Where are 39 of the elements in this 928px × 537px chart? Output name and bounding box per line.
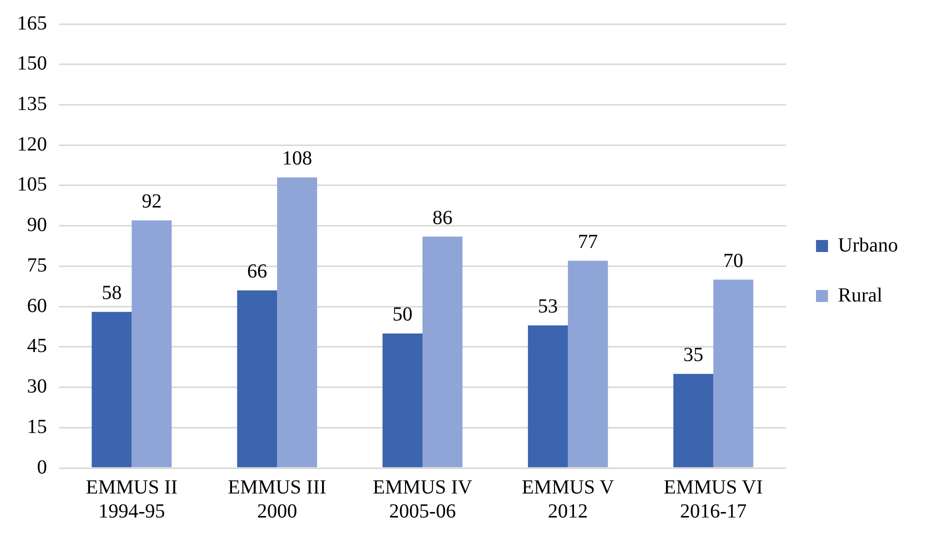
legend-label: Rural bbox=[838, 284, 883, 306]
bar bbox=[713, 280, 754, 468]
bar bbox=[92, 312, 132, 468]
y-tick-label: 90 bbox=[27, 214, 47, 236]
y-tick-label: 135 bbox=[17, 92, 47, 115]
data-label: 53 bbox=[538, 296, 558, 318]
y-tick-label: 60 bbox=[27, 294, 47, 317]
y-tick-label: 30 bbox=[27, 376, 47, 398]
data-label: 50 bbox=[392, 304, 413, 326]
data-label: 92 bbox=[142, 190, 162, 213]
data-label: 77 bbox=[578, 231, 598, 254]
x-tick-label: EMMUS IV 2005-06 bbox=[372, 476, 473, 522]
y-tick-label: 120 bbox=[17, 133, 47, 156]
data-label: 66 bbox=[247, 260, 268, 283]
data-label: 70 bbox=[723, 250, 744, 272]
bar bbox=[277, 177, 318, 468]
y-tick-label: 105 bbox=[17, 174, 47, 196]
y-tick-label: 75 bbox=[27, 254, 47, 276]
y-tick-label: 15 bbox=[27, 416, 47, 438]
y-tick-label: 150 bbox=[17, 52, 47, 75]
data-label: 86 bbox=[432, 206, 453, 229]
y-tick-label: 0 bbox=[37, 456, 47, 478]
x-tick-label: EMMUS III 2000 bbox=[228, 476, 326, 522]
data-label: 58 bbox=[102, 282, 122, 304]
x-tick-label: EMMUS II 1994-95 bbox=[86, 476, 178, 522]
bar bbox=[422, 236, 462, 468]
y-tick-label: 165 bbox=[17, 12, 47, 34]
bar bbox=[237, 290, 278, 468]
x-tick-label: EMMUS VI 2016-17 bbox=[664, 476, 763, 522]
legend-label: Urbano bbox=[838, 234, 898, 256]
x-tick-label: EMMUS V 2012 bbox=[522, 476, 615, 522]
data-label: 35 bbox=[683, 344, 704, 366]
y-tick-label: 45 bbox=[27, 335, 47, 358]
bar bbox=[673, 374, 714, 468]
data-label: 108 bbox=[282, 148, 312, 170]
bar bbox=[528, 325, 568, 468]
bar bbox=[568, 260, 608, 468]
bar bbox=[382, 333, 423, 468]
bar bbox=[132, 220, 172, 468]
